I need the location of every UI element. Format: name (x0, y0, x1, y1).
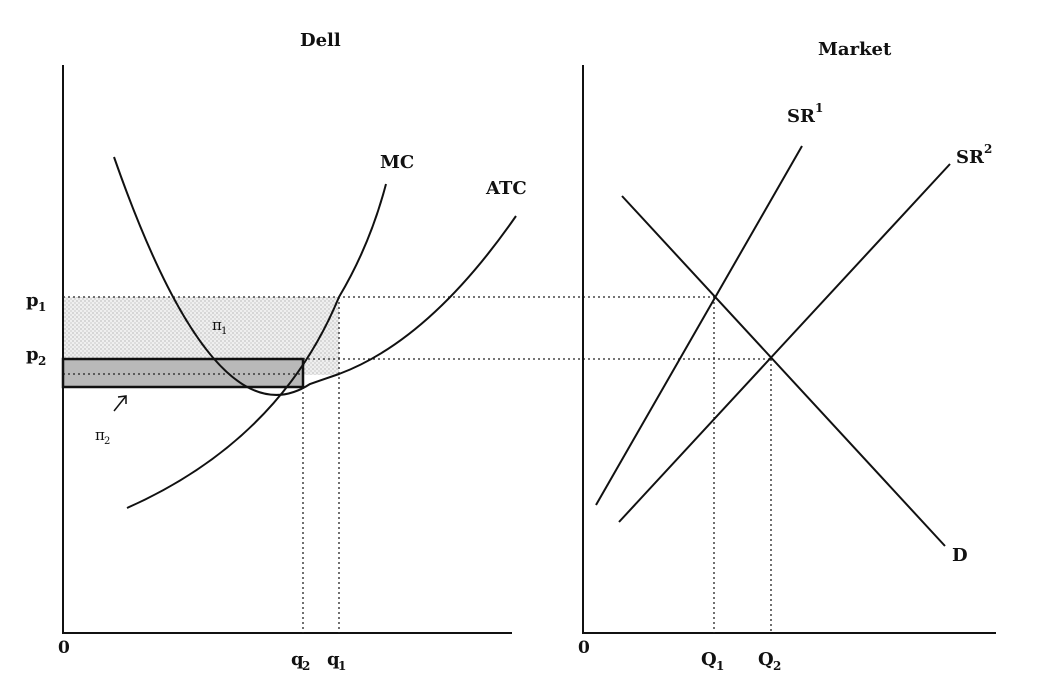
pi1-label: π 1 (212, 316, 227, 337)
sr2-label: SR 2 (956, 142, 992, 168)
svg-text:q: q (291, 649, 304, 670)
p2-label: p 2 (26, 344, 46, 368)
market-title: Market (818, 39, 892, 60)
svg-text:SR: SR (787, 106, 816, 127)
demand-curve (621, 195, 946, 547)
svg-text:p: p (26, 344, 39, 365)
svg-text:q: q (327, 649, 340, 670)
svg-text:2: 2 (302, 659, 310, 673)
svg-text:1: 1 (338, 659, 346, 673)
svg-text:2: 2 (104, 436, 110, 447)
pi2-arrow (113, 395, 127, 412)
demand-label: D (952, 545, 968, 566)
market-origin-label: 0 (578, 638, 590, 658)
svg-text:1: 1 (716, 659, 724, 673)
svg-text:1: 1 (221, 326, 227, 337)
atc-curve (113, 156, 517, 396)
svg-text:1: 1 (38, 300, 46, 314)
Q1-label: Q 1 (701, 649, 724, 673)
Q2-label: Q 2 (758, 649, 781, 673)
market-panel: Market SR 1 SR 2 D 0 Q 1 Q 2 (578, 39, 996, 673)
atc-label: ATC (485, 178, 527, 199)
dell-origin-label: 0 (58, 638, 70, 658)
sr1-label: SR 1 (787, 101, 823, 127)
sr2-supply-curve (618, 163, 951, 523)
p1-label: p 1 (26, 290, 46, 314)
svg-text:π: π (95, 426, 105, 444)
q1-label: q 1 (327, 649, 346, 673)
sr1-supply-curve (595, 145, 803, 506)
svg-text:1: 1 (815, 101, 823, 115)
q2-label: q 2 (291, 649, 310, 673)
svg-text:2: 2 (984, 142, 992, 156)
pi2-label: π 2 (95, 426, 110, 447)
mc-label: MC (380, 152, 414, 173)
svg-text:p: p (26, 290, 39, 311)
dell-panel: Dell MC ATC p 1 p 2 π 1 π 2 0 q 2 q 1 (26, 30, 771, 673)
mc-curve (126, 183, 387, 509)
svg-text:π: π (212, 316, 222, 334)
svg-text:2: 2 (773, 659, 781, 673)
market-axes (582, 65, 996, 634)
svg-text:Q: Q (701, 649, 717, 670)
dell-title: Dell (300, 30, 341, 51)
svg-text:SR: SR (956, 147, 985, 168)
profit-area-pi2 (61, 357, 305, 389)
svg-text:2: 2 (38, 354, 46, 368)
svg-text:Q: Q (758, 649, 774, 670)
dell-axes (62, 65, 512, 634)
